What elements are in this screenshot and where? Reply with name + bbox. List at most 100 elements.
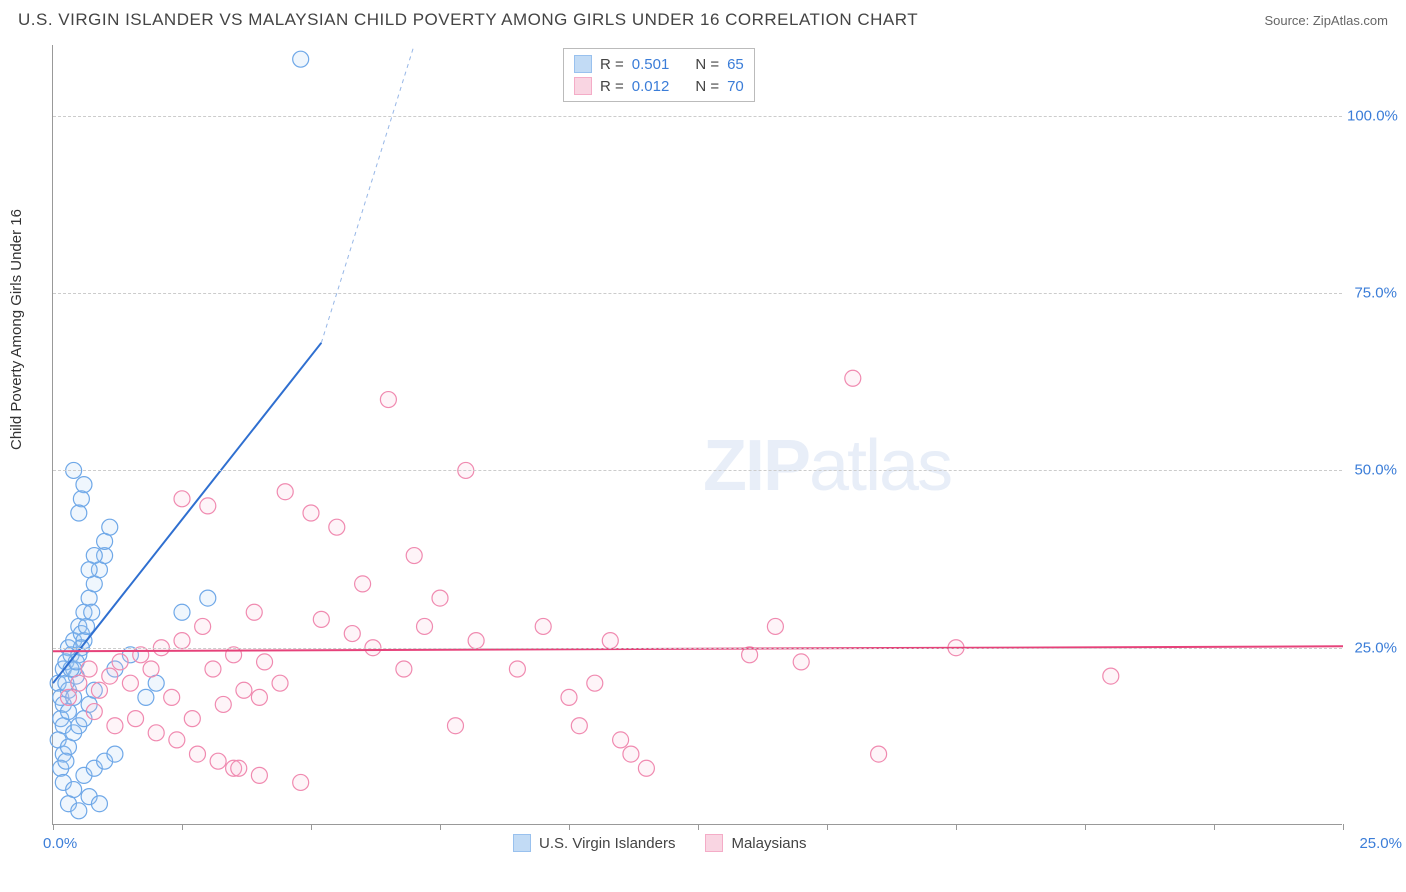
x-tick	[1214, 824, 1215, 830]
scatter-point	[313, 611, 329, 627]
r-value: 0.501	[632, 56, 670, 73]
scatter-point	[143, 661, 159, 677]
scatter-point	[293, 774, 309, 790]
scatter-point	[396, 661, 412, 677]
scatter-point	[184, 711, 200, 727]
n-value: 65	[727, 56, 744, 73]
scatter-point	[767, 618, 783, 634]
scatter-point	[86, 704, 102, 720]
scatter-point	[71, 505, 87, 521]
scatter-point	[91, 682, 107, 698]
scatter-point	[613, 732, 629, 748]
scatter-point	[251, 767, 267, 783]
scatter-point	[231, 760, 247, 776]
x-max-label: 25.0%	[1359, 835, 1402, 852]
scatter-point	[174, 604, 190, 620]
scatter-point	[380, 392, 396, 408]
scatter-point	[195, 618, 211, 634]
x-tick	[311, 824, 312, 830]
scatter-point	[293, 51, 309, 67]
gridline	[53, 648, 1342, 649]
bottom-legend: U.S. Virgin Islanders Malaysians	[513, 834, 806, 852]
scatter-point	[432, 590, 448, 606]
y-tick-label: 100.0%	[1347, 107, 1397, 124]
scatter-point	[210, 753, 226, 769]
scatter-point	[406, 548, 422, 564]
scatter-point	[272, 675, 288, 691]
scatter-point	[303, 505, 319, 521]
scatter-point	[257, 654, 273, 670]
x-zero-label: 0.0%	[43, 835, 77, 852]
scatter-point	[128, 711, 144, 727]
legend-label: Malaysians	[731, 835, 806, 852]
gridline	[53, 293, 1342, 294]
scatter-point	[587, 675, 603, 691]
stat-legend-row: R = 0.012N = 70	[574, 75, 744, 97]
legend-swatch	[513, 834, 531, 852]
scatter-point	[200, 590, 216, 606]
legend-swatch	[705, 834, 723, 852]
scatter-point	[200, 498, 216, 514]
scatter-point	[81, 562, 97, 578]
scatter-point	[174, 633, 190, 649]
scatter-point	[133, 647, 149, 663]
x-tick	[182, 824, 183, 830]
source-label: Source: ZipAtlas.com	[1264, 13, 1388, 28]
scatter-point	[107, 718, 123, 734]
n-value: 70	[727, 78, 744, 95]
y-axis-title: Child Poverty Among Girls Under 16	[8, 209, 25, 450]
legend-item: U.S. Virgin Islanders	[513, 834, 675, 852]
scatter-point	[561, 689, 577, 705]
trend-line	[53, 343, 321, 683]
scatter-point	[164, 689, 180, 705]
r-value: 0.012	[632, 78, 670, 95]
scatter-point	[344, 626, 360, 642]
scatter-point	[623, 746, 639, 762]
scatter-point	[112, 654, 128, 670]
y-tick-label: 75.0%	[1347, 285, 1397, 302]
scatter-point	[793, 654, 809, 670]
x-tick	[827, 824, 828, 830]
scatter-point	[174, 491, 190, 507]
scatter-point	[84, 604, 100, 620]
scatter-point	[871, 746, 887, 762]
scatter-point	[535, 618, 551, 634]
scatter-point	[277, 484, 293, 500]
scatter-point	[329, 519, 345, 535]
scatter-point	[73, 491, 89, 507]
scatter-point	[76, 477, 92, 493]
scatter-point	[71, 803, 87, 819]
x-tick	[956, 824, 957, 830]
scatter-point	[845, 370, 861, 386]
scatter-point	[246, 604, 262, 620]
source-link[interactable]: ZipAtlas.com	[1313, 13, 1388, 28]
x-tick	[698, 824, 699, 830]
scatter-point	[251, 689, 267, 705]
scatter-point	[571, 718, 587, 734]
gridline	[53, 470, 1342, 471]
scatter-point	[226, 647, 242, 663]
scatter-point	[58, 753, 74, 769]
scatter-point	[509, 661, 525, 677]
scatter-point	[447, 718, 463, 734]
scatter-point	[189, 746, 205, 762]
scatter-point	[602, 633, 618, 649]
scatter-point	[417, 618, 433, 634]
scatter-point	[122, 675, 138, 691]
stat-legend-row: R = 0.501N = 65	[574, 53, 744, 75]
scatter-point	[169, 732, 185, 748]
scatter-point	[91, 796, 107, 812]
scatter-point	[205, 661, 221, 677]
x-tick	[569, 824, 570, 830]
x-tick	[1085, 824, 1086, 830]
scatter-point	[102, 519, 118, 535]
gridline	[53, 116, 1342, 117]
scatter-point	[215, 696, 231, 712]
stat-legend: R = 0.501N = 65R = 0.012N = 70	[563, 48, 755, 102]
scatter-point	[468, 633, 484, 649]
y-tick-label: 25.0%	[1347, 639, 1397, 656]
x-tick	[53, 824, 54, 830]
legend-swatch	[574, 77, 592, 95]
scatter-point	[71, 675, 87, 691]
y-tick-label: 50.0%	[1347, 462, 1397, 479]
